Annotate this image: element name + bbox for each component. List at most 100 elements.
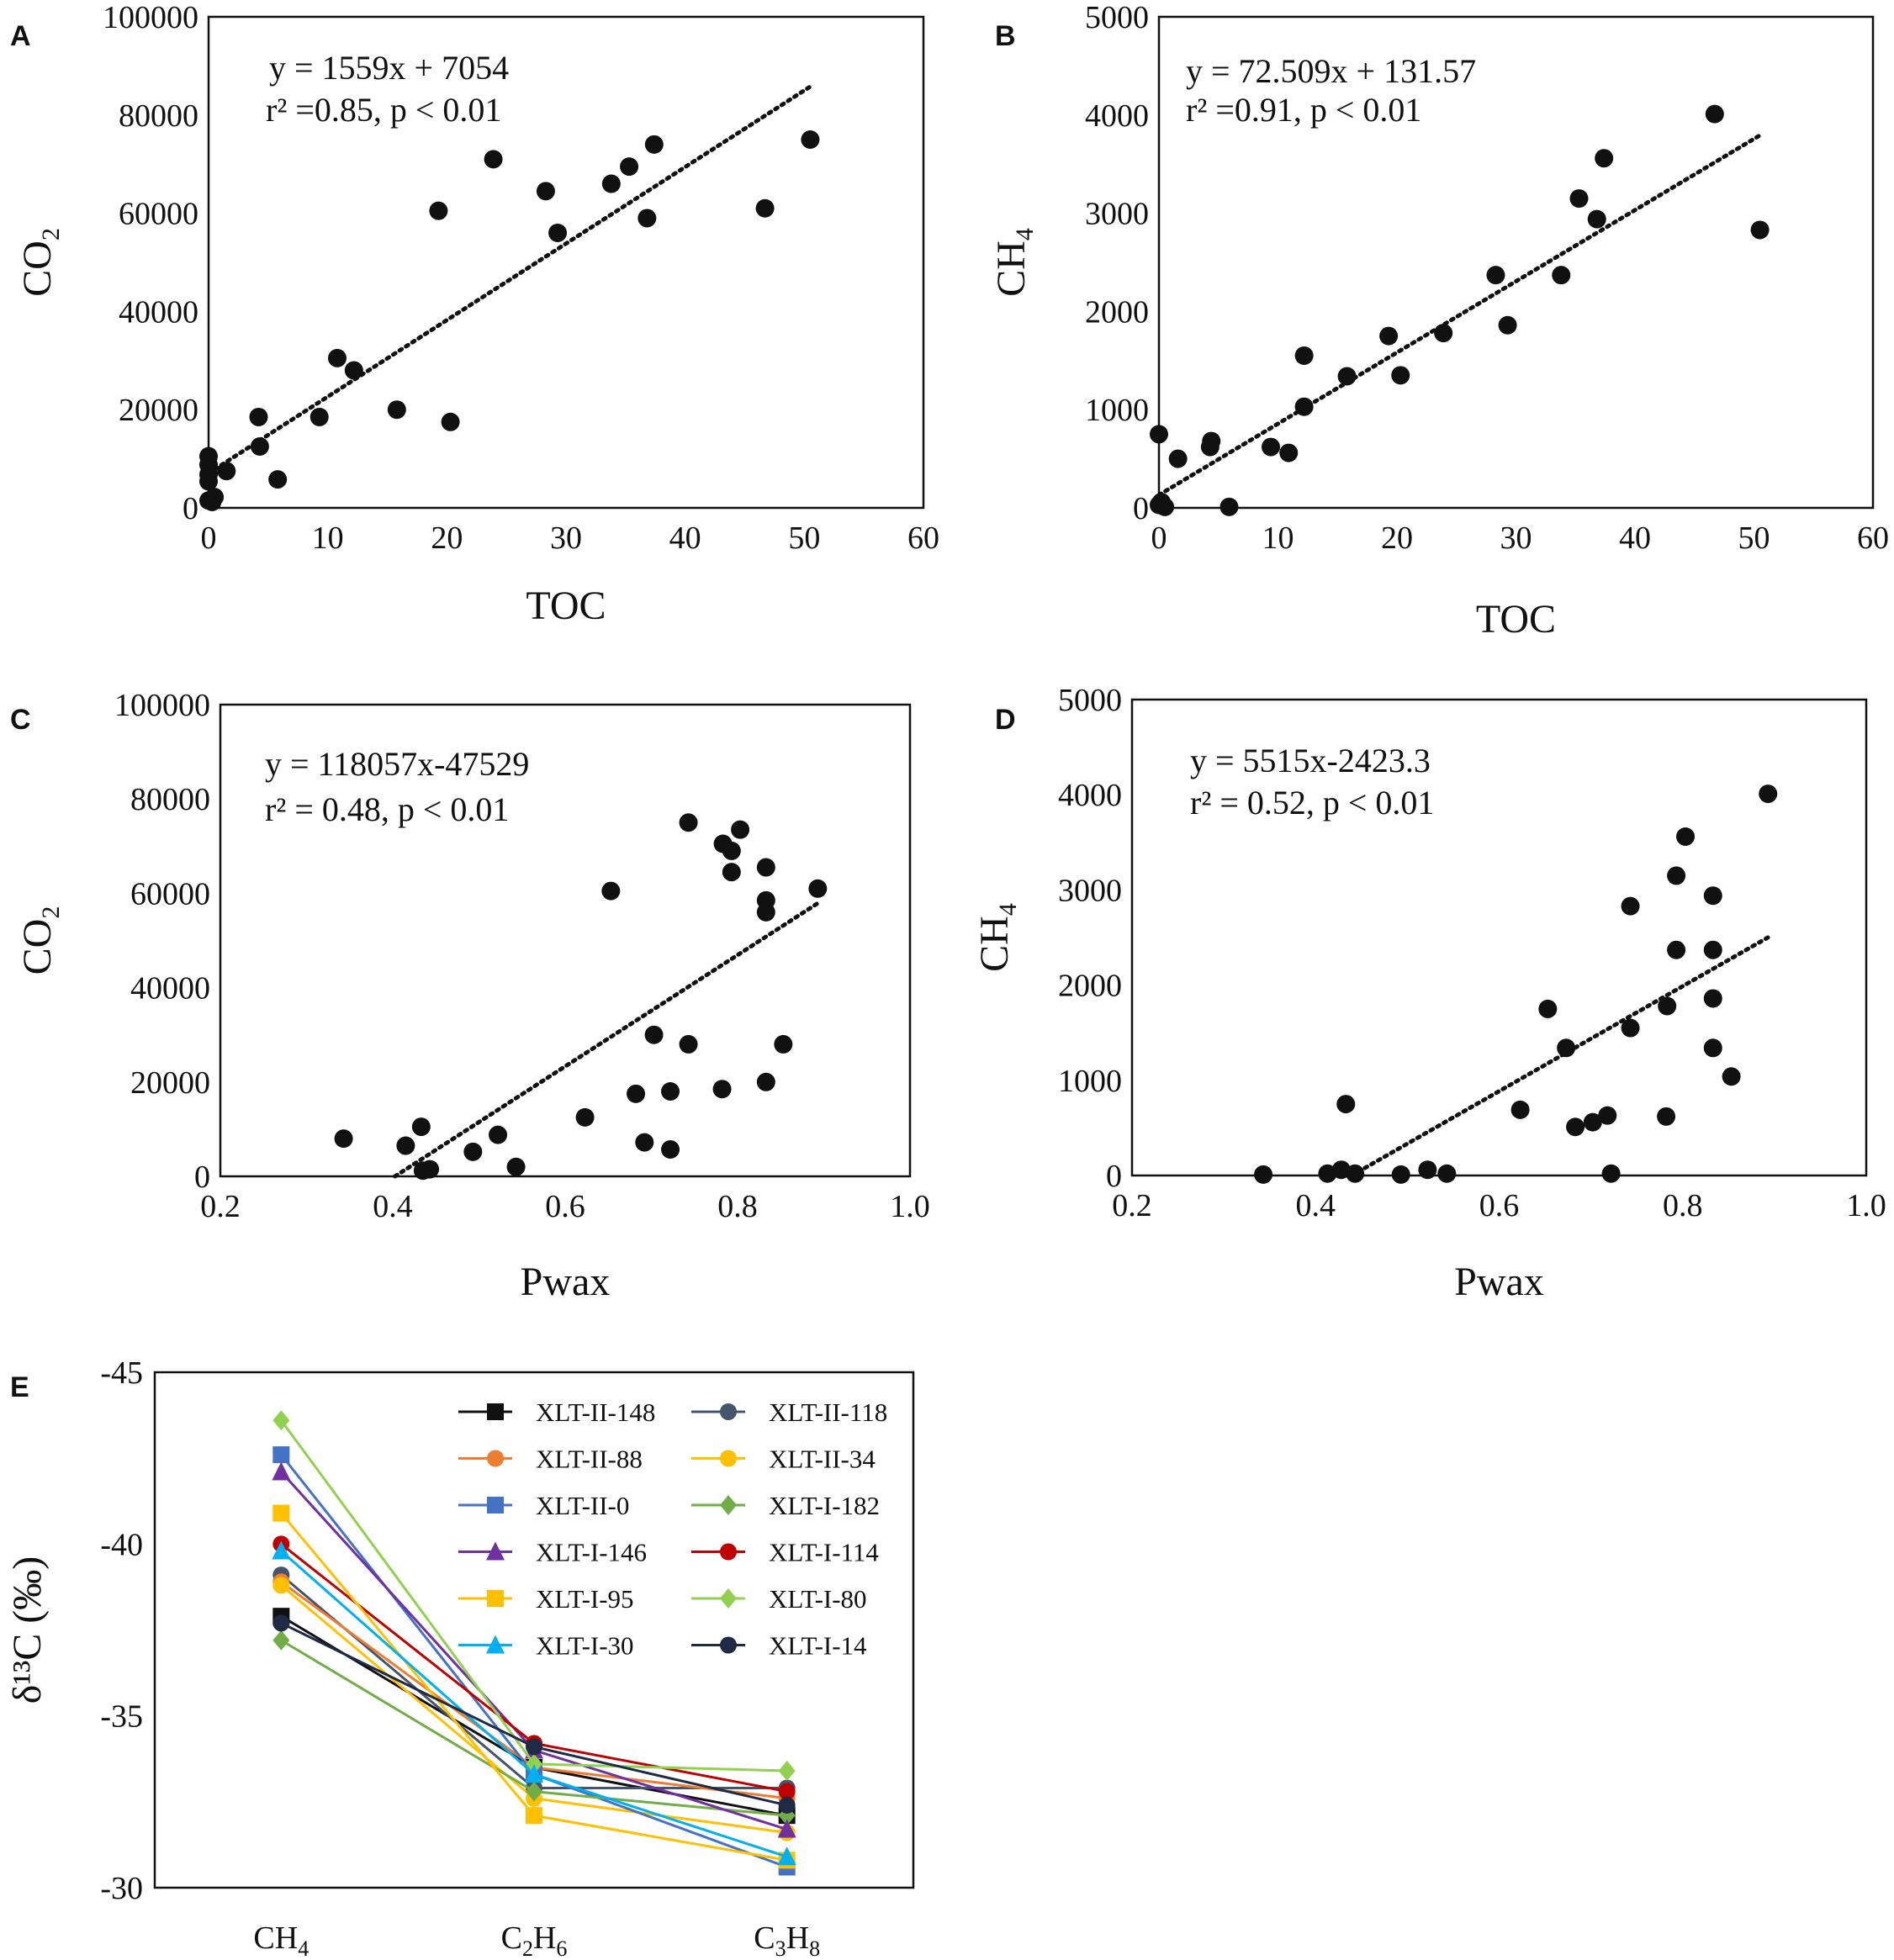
data-point (1336, 1095, 1356, 1114)
series-marker (778, 1783, 796, 1800)
data-point (411, 1117, 431, 1137)
regression-stats: r² = 0.48, p < 0.01 (265, 790, 509, 828)
data-point (774, 1034, 793, 1054)
panel-b: B 0 10 20 30 40 50 60 0 1000 2000 3000 4000 5000 TOC CH… (989, 0, 1889, 642)
data-point (1150, 425, 1168, 444)
y-tick-label: 0 (1106, 1159, 1122, 1194)
data-point (1391, 366, 1410, 385)
data-point (712, 1080, 732, 1099)
legend-item: XLT-I-146 (458, 1538, 647, 1567)
data-point (1434, 324, 1453, 343)
data-point (1262, 437, 1281, 457)
y-tick-label: 4000 (1058, 778, 1122, 813)
x-tick-label: 1.0 (890, 1189, 930, 1224)
x-tick-label: 50 (788, 520, 820, 556)
trend-line (1156, 133, 1763, 498)
series-marker (777, 1846, 796, 1866)
data-point (1337, 367, 1357, 386)
x-tick-label: 0.6 (1479, 1188, 1520, 1223)
data-point (1294, 397, 1314, 416)
data-point (1566, 1117, 1585, 1137)
y-tick-label: 3000 (1085, 197, 1149, 232)
data-point (644, 1025, 664, 1044)
y-axis-label: CO2 (15, 228, 65, 297)
y-tick-label: 40000 (119, 294, 198, 330)
plot-frame (153, 1371, 915, 1889)
category-subscript: 3 (775, 1936, 786, 1960)
data-point (1569, 189, 1589, 209)
data-point (1705, 104, 1724, 124)
regression-equation: y = 1559x + 7054 (269, 49, 509, 87)
series-marker (526, 1738, 542, 1756)
regression-stats: r² =0.85, p < 0.01 (266, 91, 501, 129)
data-point (328, 348, 347, 367)
y-tick-label: 20000 (119, 393, 198, 428)
series-xlt-i-95 (272, 1504, 796, 1869)
data-point (1598, 1106, 1617, 1125)
regression-equation: y = 118057x-47529 (265, 745, 529, 783)
series-marker (272, 1446, 290, 1464)
panel-label: D (995, 704, 1016, 736)
category-subscript: 6 (556, 1936, 567, 1960)
trend-line (393, 900, 822, 1179)
series-marker (778, 1761, 796, 1782)
legend-label: XLT-II-34 (769, 1445, 876, 1474)
y-tick-label: 2000 (1058, 969, 1122, 1004)
category-tail: H (533, 1920, 556, 1956)
data-point (635, 1133, 654, 1152)
series-marker (525, 1764, 543, 1783)
data-point (344, 361, 363, 380)
data-point (1279, 443, 1299, 462)
y-axis-label: CH4 (989, 228, 1039, 297)
data-point (484, 150, 503, 169)
panel-a: A 0 10 20 30 40 50 60 0 20000 40000 60000 80000 10000… (10, 0, 939, 628)
data-point (1703, 940, 1722, 959)
category-subscript: 8 (809, 1936, 820, 1960)
y-tick-label: 80000 (130, 782, 210, 817)
data-point (1722, 1067, 1741, 1086)
legend-item: XLT-II-118 (691, 1397, 887, 1427)
data-point (1621, 896, 1640, 916)
y-tick-label: -35 (100, 1699, 143, 1735)
data-point (1391, 1165, 1410, 1184)
x-tick-label: 0.8 (1663, 1188, 1703, 1223)
data-point (679, 813, 698, 832)
legend-marker (486, 1541, 505, 1561)
y-axis-label: δ¹³C (‰) (5, 1556, 50, 1704)
legend-label: XLT-I-146 (536, 1538, 647, 1567)
data-point (1703, 989, 1722, 1008)
x-tick-label: 0 (201, 520, 217, 556)
data-point (421, 1160, 440, 1179)
y-axis-label-subscript: 4 (1011, 228, 1039, 240)
data-point (429, 201, 448, 220)
data-point (250, 437, 269, 456)
panel-label: B (995, 20, 1016, 52)
category-subscript: 2 (522, 1936, 533, 1960)
y-tick-label: 4000 (1085, 98, 1149, 134)
data-point (387, 400, 406, 420)
legend-marker (487, 1403, 504, 1420)
x-tick-label: 30 (550, 520, 582, 556)
data-point (1418, 1160, 1437, 1180)
panel-label: A (10, 20, 31, 52)
x-tick-label: 0.8 (717, 1189, 758, 1224)
data-point (536, 182, 555, 201)
data-point (396, 1136, 415, 1155)
trend-line (206, 84, 812, 476)
legend-item: XLT-I-30 (458, 1631, 634, 1661)
data-point (755, 198, 775, 218)
y-tick-label: 0 (183, 491, 198, 526)
x-tick-label: 40 (1619, 520, 1651, 556)
x-category-label: C3H8 (754, 1920, 820, 1960)
data-point (463, 1142, 483, 1161)
data-point (679, 1034, 698, 1054)
y-tick-label: 100000 (114, 688, 210, 723)
series-marker (272, 1461, 291, 1481)
data-point (1538, 999, 1558, 1018)
y-tick-label: 40000 (130, 971, 210, 1006)
data-point (661, 1082, 680, 1102)
y-tick-label: 60000 (119, 197, 198, 232)
x-axis-label: TOC (526, 584, 606, 628)
series-xlt-i-30 (272, 1540, 796, 1866)
